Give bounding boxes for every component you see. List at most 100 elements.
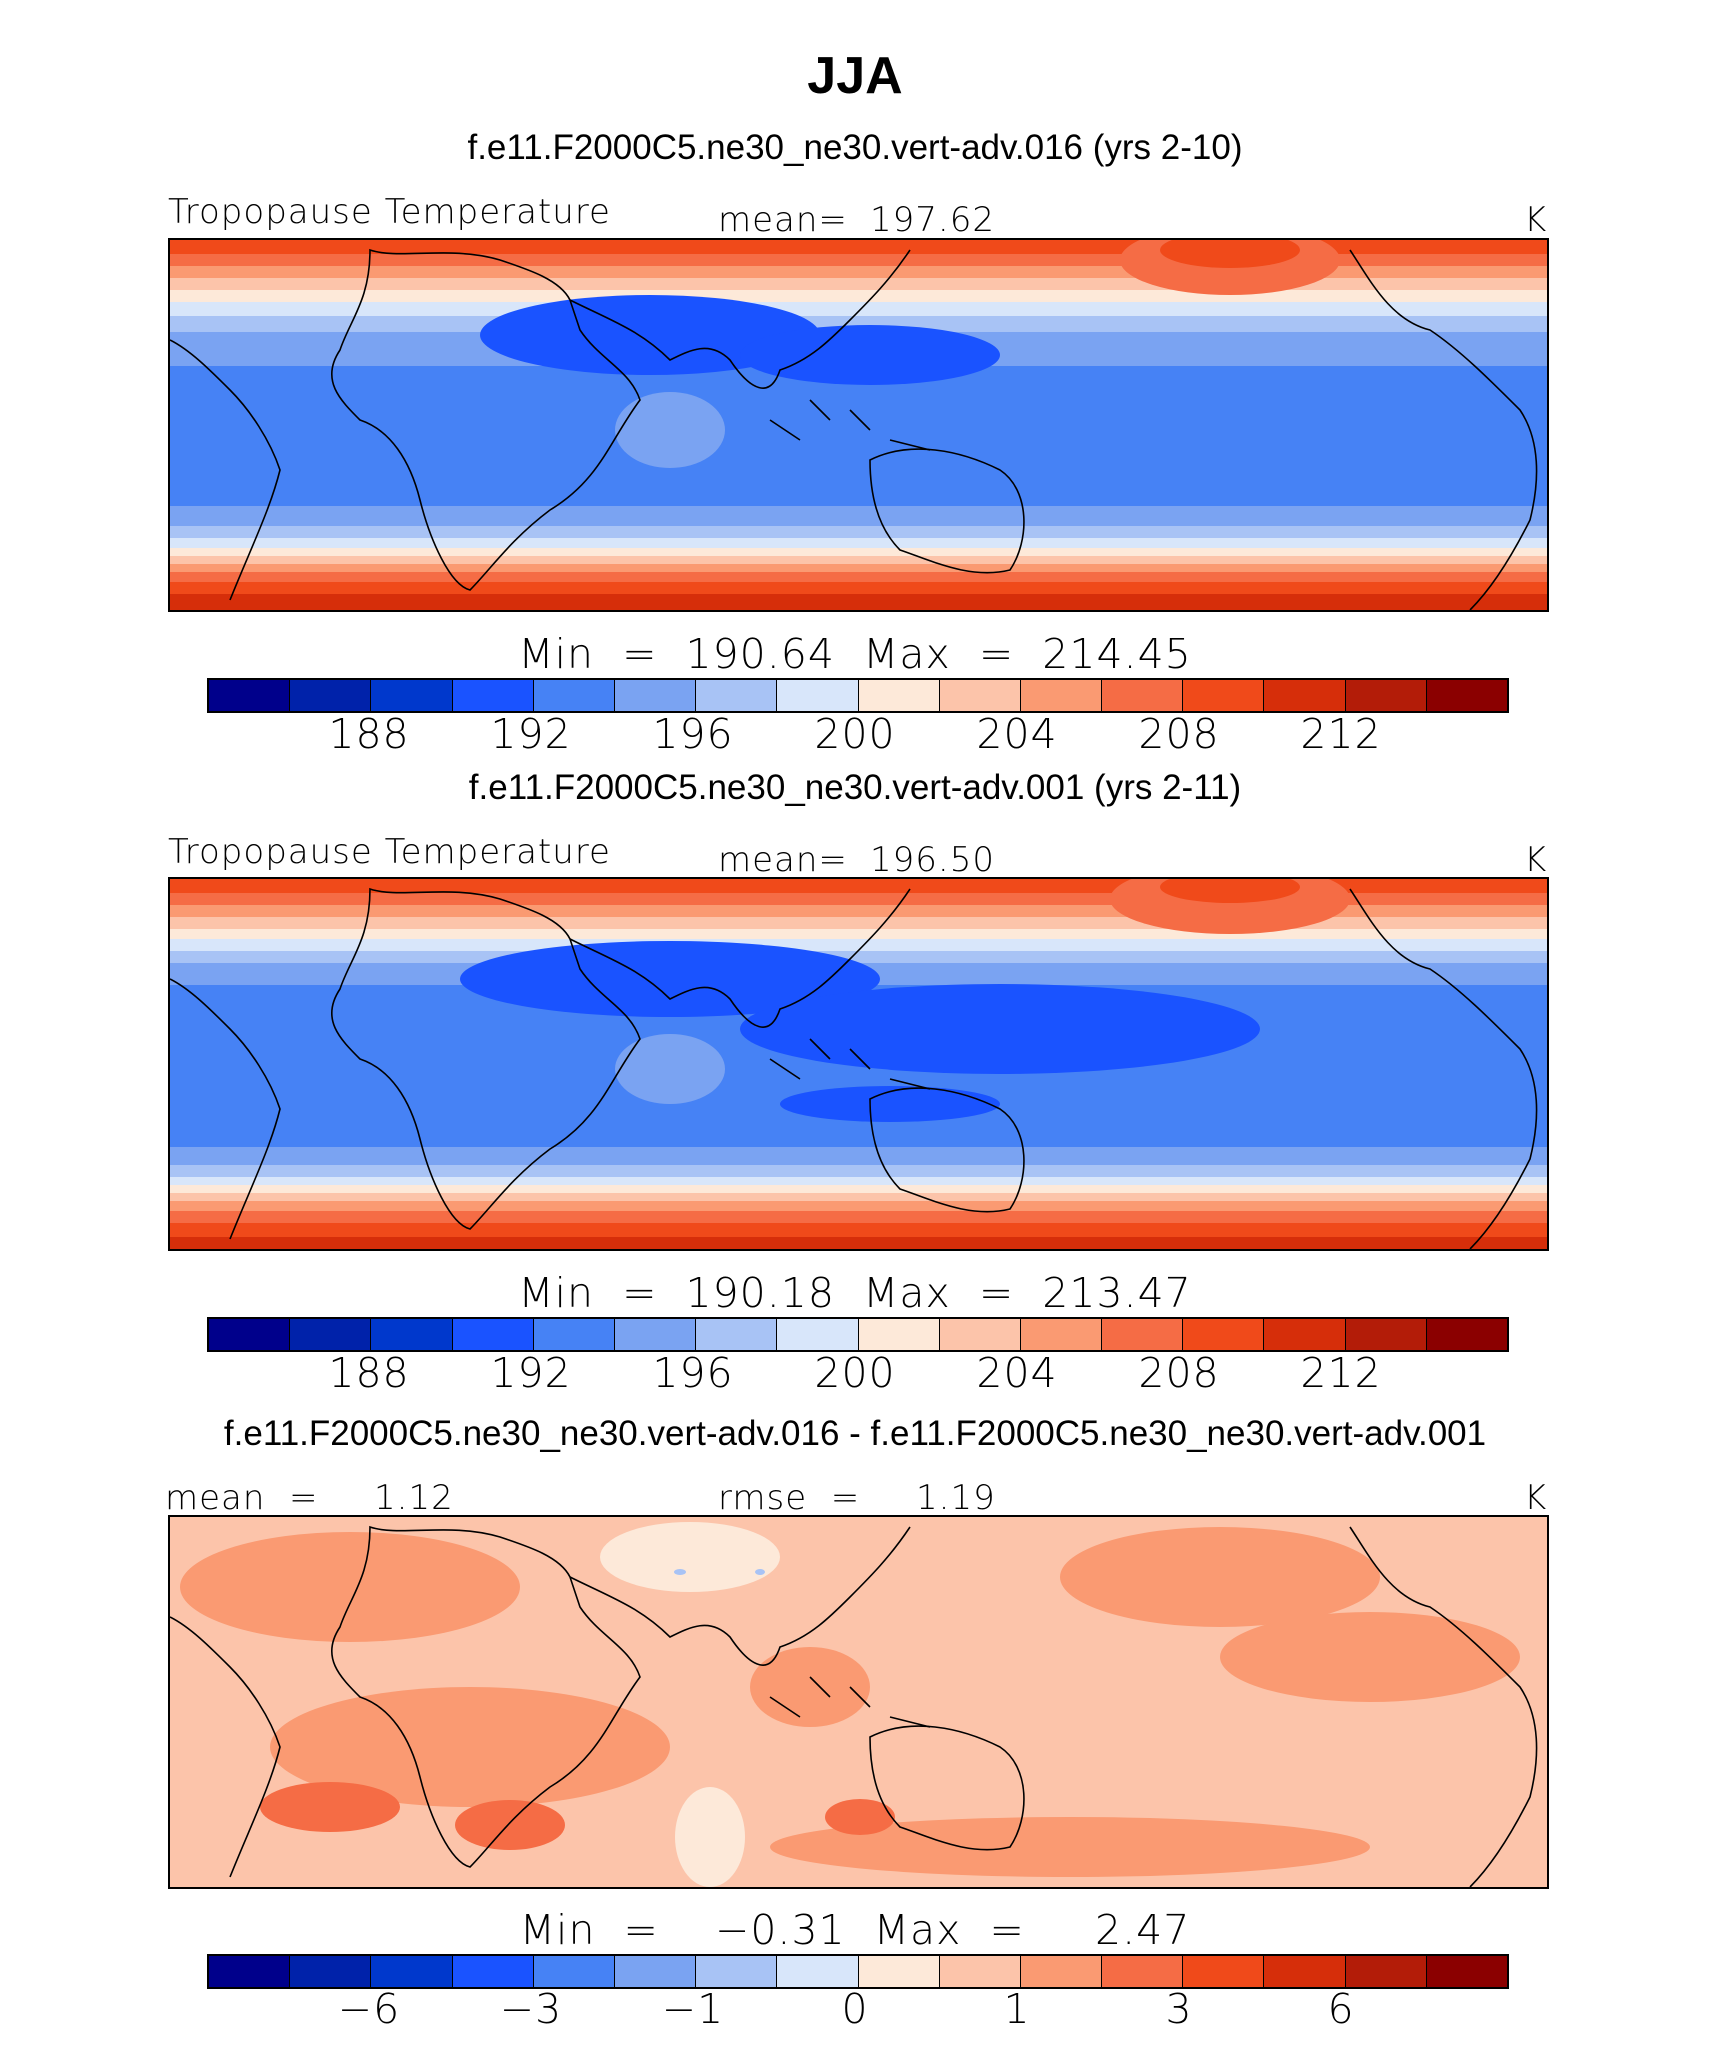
panel2-map [168,877,1549,1251]
panel1-tick-label: 212 [1300,710,1382,758]
colorbar-swatch [777,1319,859,1350]
panel1-mean-label: mean= [718,200,848,240]
panel2-units-label: K [1524,840,1548,880]
panel2-tick-label: 212 [1300,1349,1382,1397]
panel2-tick-label: 204 [976,1349,1058,1397]
colorbar-swatch [290,1319,372,1350]
colorbar-swatch [209,1319,291,1350]
panel2-tick-label: 192 [490,1349,572,1397]
colorbar-swatch [371,1956,453,1987]
panel2-mean-value: 196.50 [870,840,995,880]
panel1-tick-label: 200 [814,710,896,758]
panel1-tick-label: 208 [1138,710,1220,758]
colorbar-swatch [452,1319,534,1350]
panel3-mean-label: mean = [165,1478,319,1518]
panel3-max-patch [260,1782,400,1832]
panel3-rmse-value: 1.19 [916,1478,996,1518]
panel3-tick-label: 6 [1327,1985,1355,2033]
panel3-rmse-label: rmse = [718,1478,861,1518]
panel2-tick-label: 208 [1138,1349,1220,1397]
colorbar-swatch [1020,680,1103,711]
panel3-map-svg [170,1517,1547,1887]
panel2-coastlines [170,887,1538,1249]
colorbar-swatch [290,680,372,711]
panel3-mean-value: 1.12 [374,1478,454,1518]
colorbar-swatch [696,1956,778,1987]
panel2-tick-label: 188 [328,1349,410,1397]
colorbar-swatch [533,1319,615,1350]
colorbar-swatch [209,1956,291,1987]
panel2-monsoon-min [460,941,880,1017]
colorbar-swatch [452,1956,534,1987]
colorbar-swatch [1345,1319,1427,1350]
colorbar-swatch [858,680,940,711]
colorbar-swatch [858,1319,940,1350]
colorbar-swatch [777,680,859,711]
colorbar-swatch [290,1956,372,1987]
colorbar-swatch [777,1956,859,1987]
panel3-map [168,1515,1549,1889]
panel2-colorbar [207,1317,1509,1352]
panel3-coastlines [170,1525,1538,1887]
colorbar-swatch [614,1956,697,1987]
panel3-tick-label: −1 [661,1985,725,2033]
panel2-tick-label: 196 [652,1349,734,1397]
colorbar-swatch [939,1956,1021,1987]
colorbar-swatch [533,680,615,711]
panel2-minmax: Min = 190.18 Max = 213.47 [518,1269,1192,1317]
colorbar-swatch [614,1319,697,1350]
panel1-coastlines [170,248,1538,610]
panel1-case-title: f.e11.F2000C5.ne30_ne30.vert-adv.016 (yr… [467,128,1243,167]
panel2-case-title: f.e11.F2000C5.ne30_ne30.vert-adv.001 (yr… [468,768,1242,807]
colorbar-swatch [1426,1956,1507,1987]
colorbar-swatch [939,1319,1021,1350]
panel3-tick-label: −3 [499,1985,563,2033]
panel1-mean-value: 197.62 [870,200,995,240]
colorbar-swatch [533,1956,615,1987]
panel2-map-svg [170,879,1547,1249]
panel3-tick-label: 1 [1003,1985,1031,2033]
colorbar-swatch [1426,680,1507,711]
colorbar-swatch [1102,1956,1184,1987]
panel1-minmax: Min = 190.64 Max = 214.45 [518,630,1192,678]
panel3-tick-label: 0 [841,1985,869,2033]
colorbar-swatch [1264,1319,1346,1350]
colorbar-swatch [1102,680,1184,711]
panel2-colorbar-ticks: 188 192 196 200 204 208 212 [0,1349,1710,1399]
colorbar-swatch [939,680,1021,711]
figure-title: JJA [807,47,903,105]
panel3-tick-label: −6 [337,1985,401,2033]
panel2-variable-label: Tropopause Temperature [168,832,611,872]
colorbar-swatch [371,1319,453,1350]
colorbar-swatch [696,680,778,711]
panel1-map [168,238,1549,612]
colorbar-swatch [1264,680,1346,711]
colorbar-swatch [696,1319,778,1350]
colorbar-swatch [1183,1956,1265,1987]
colorbar-swatch [452,680,534,711]
colorbar-swatch [858,1956,940,1987]
panel1-map-svg [170,240,1547,610]
panel1-colorbar-ticks: 188 192 196 200 204 208 212 [0,710,1710,760]
panel1-tick-label: 192 [490,710,572,758]
panel1-units-label: K [1524,200,1548,240]
panel3-units-label: K [1524,1478,1548,1518]
panel3-colorbar [207,1954,1509,1989]
colorbar-swatch [209,680,291,711]
colorbar-swatch [1264,1956,1346,1987]
colorbar-swatch [1183,680,1265,711]
colorbar-swatch [614,680,697,711]
panel1-monsoon-min [480,295,820,375]
colorbar-swatch [371,680,453,711]
panel1-colorbar [207,678,1509,713]
panel1-tick-label: 188 [328,710,410,758]
panel3-colorbar-ticks: −6 −3 −1 0 1 3 6 [0,1985,1710,2035]
colorbar-swatch [1183,1319,1265,1350]
panel1-tick-label: 204 [976,710,1058,758]
colorbar-swatch [1102,1319,1184,1350]
panel2-mean-label: mean= [718,840,848,880]
colorbar-swatch [1020,1319,1103,1350]
panel1-tick-label: 196 [652,710,734,758]
colorbar-swatch [1426,1319,1507,1350]
panel3-tick-label: 3 [1165,1985,1193,2033]
